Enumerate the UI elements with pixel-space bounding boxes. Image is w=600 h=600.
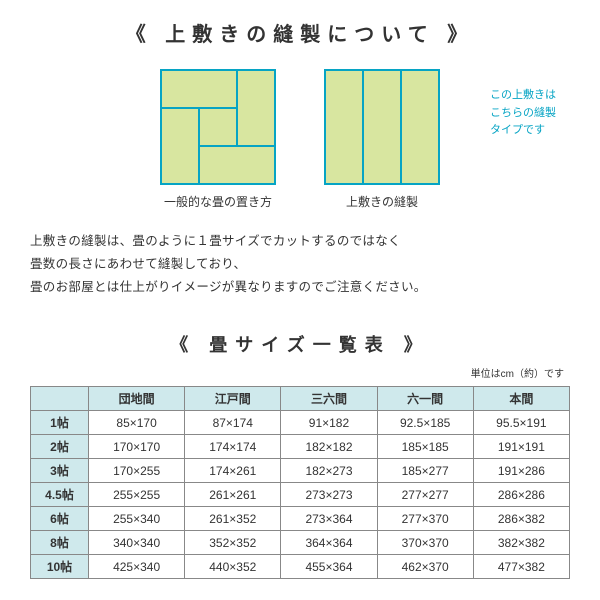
table-cell: 455×364 (281, 555, 377, 579)
table-cell: 191×286 (473, 459, 569, 483)
side-note-line: この上敷きは (490, 87, 590, 105)
table-cell: 255×255 (89, 483, 185, 507)
table-cell: 425×340 (89, 555, 185, 579)
table-cell: 277×277 (377, 483, 473, 507)
table-col-header: 本間 (473, 387, 569, 411)
table-cell: 273×273 (281, 483, 377, 507)
table-cell: 91×182 (281, 411, 377, 435)
table-row-header: 10帖 (31, 555, 89, 579)
table-cell: 255×340 (89, 507, 185, 531)
table-body: 1帖85×17087×17491×18292.5×18595.5×1912帖17… (31, 411, 570, 579)
table-row-header: 4.5帖 (31, 483, 89, 507)
table-cell: 182×182 (281, 435, 377, 459)
diagram-traditional-caption: 一般的な畳の置き方 (164, 193, 272, 210)
tatami-traditional-icon (160, 69, 276, 185)
table-cell: 95.5×191 (473, 411, 569, 435)
table-cell: 174×261 (185, 459, 281, 483)
table-row: 3帖170×255174×261182×273185×277191×286 (31, 459, 570, 483)
table-cell: 477×382 (473, 555, 569, 579)
table-row-header: 8帖 (31, 531, 89, 555)
table-cell: 191×191 (473, 435, 569, 459)
diagrams-row: 一般的な畳の置き方 上敷きの縫製 この上敷きは こちらの縫製 タイプです (30, 69, 570, 210)
table-cell: 286×286 (473, 483, 569, 507)
table-cell: 170×255 (89, 459, 185, 483)
description-line: 畳数の長さにあわせて縫製しており、 (30, 253, 570, 276)
table-cell: 273×364 (281, 507, 377, 531)
table-cell: 170×170 (89, 435, 185, 459)
tatami-uwajiki-icon (324, 69, 440, 185)
table-cell: 85×170 (89, 411, 185, 435)
side-note-line: こちらの縫製 (490, 105, 590, 123)
table-cell: 261×261 (185, 483, 281, 507)
table-row: 8帖340×340352×352364×364370×370382×382 (31, 531, 570, 555)
diagram-traditional: 一般的な畳の置き方 (160, 69, 276, 210)
table-cell: 87×174 (185, 411, 281, 435)
table-cell: 364×364 (281, 531, 377, 555)
table-row: 4.5帖255×255261×261273×273277×277286×286 (31, 483, 570, 507)
table-row: 2帖170×170174×174182×182185×185191×191 (31, 435, 570, 459)
table-cell: 352×352 (185, 531, 281, 555)
section-heading-table: 《 畳サイズ一覧表 》 (30, 331, 570, 357)
table-cell: 440×352 (185, 555, 281, 579)
table-cell: 370×370 (377, 531, 473, 555)
table-col-header: 六一間 (377, 387, 473, 411)
table-row: 1帖85×17087×17491×18292.5×18595.5×191 (31, 411, 570, 435)
table-corner (31, 387, 89, 411)
table-cell: 185×185 (377, 435, 473, 459)
table-col-header: 江戸間 (185, 387, 281, 411)
table-cell: 182×273 (281, 459, 377, 483)
side-note: この上敷きは こちらの縫製 タイプです (490, 87, 590, 140)
section-heading-sewing: 《 上敷きの縫製について 》 (30, 18, 570, 47)
table-cell: 462×370 (377, 555, 473, 579)
diagram-uwajiki: 上敷きの縫製 (324, 69, 440, 210)
table-row-header: 3帖 (31, 459, 89, 483)
table-header-row: 団地間 江戸間 三六間 六一間 本間 (31, 387, 570, 411)
description-line: 上敷きの縫製は、畳のように１畳サイズでカットするのではなく (30, 230, 570, 253)
table-cell: 382×382 (473, 531, 569, 555)
tatami-size-table: 団地間 江戸間 三六間 六一間 本間 1帖85×17087×17491×1829… (30, 386, 570, 579)
table-col-header: 団地間 (89, 387, 185, 411)
table-col-header: 三六間 (281, 387, 377, 411)
table-row-header: 2帖 (31, 435, 89, 459)
table-cell: 261×352 (185, 507, 281, 531)
table-row-header: 1帖 (31, 411, 89, 435)
table-cell: 340×340 (89, 531, 185, 555)
diagram-uwajiki-caption: 上敷きの縫製 (346, 193, 418, 210)
description-line: 畳のお部屋とは仕上がりイメージが異なりますのでご注意ください。 (30, 276, 570, 299)
table-row: 10帖425×340440×352455×364462×370477×382 (31, 555, 570, 579)
table-cell: 174×174 (185, 435, 281, 459)
table-unit-label: 単位はcm（約）です (30, 365, 570, 380)
side-note-line: タイプです (490, 122, 590, 140)
table-cell: 185×277 (377, 459, 473, 483)
description-text: 上敷きの縫製は、畳のように１畳サイズでカットするのではなく 畳数の長さにあわせて… (30, 230, 570, 299)
table-cell: 277×370 (377, 507, 473, 531)
table-row-header: 6帖 (31, 507, 89, 531)
table-cell: 286×382 (473, 507, 569, 531)
table-row: 6帖255×340261×352273×364277×370286×382 (31, 507, 570, 531)
table-cell: 92.5×185 (377, 411, 473, 435)
